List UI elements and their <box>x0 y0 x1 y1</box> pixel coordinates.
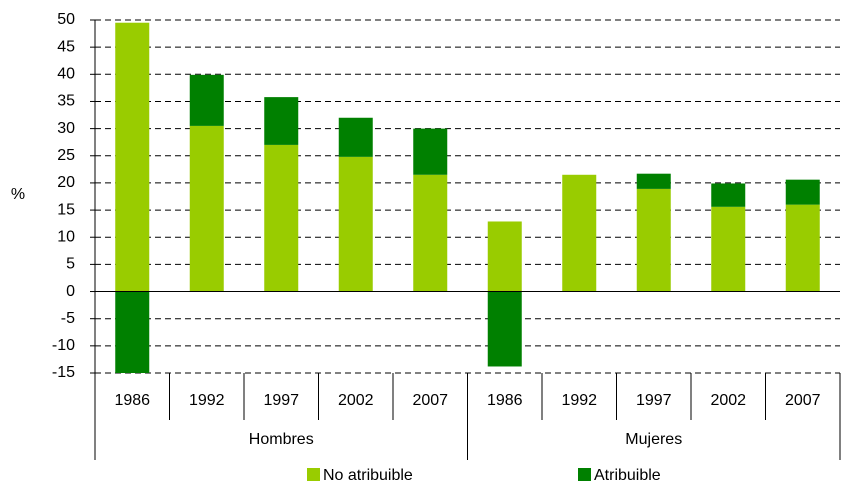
legend-swatch <box>578 468 591 481</box>
bar <box>413 128 448 175</box>
bar <box>785 204 820 292</box>
bar <box>264 144 299 292</box>
x-tick-label: 2002 <box>338 392 374 409</box>
bar <box>636 173 671 189</box>
y-tick-label: 30 <box>57 120 75 137</box>
bar <box>711 206 746 292</box>
bar <box>115 291 150 373</box>
x-tick-label: 1992 <box>189 392 225 409</box>
group-label: Hombres <box>249 431 314 448</box>
legend-label: No atribuible <box>323 467 413 484</box>
y-tick-label: -5 <box>61 310 75 327</box>
bar <box>711 183 746 207</box>
x-tick-label: 1997 <box>263 392 299 409</box>
legend-label: Atribuible <box>594 467 661 484</box>
x-tick-label: 1997 <box>636 392 672 409</box>
legend-swatch <box>307 468 320 481</box>
group-label: Mujeres <box>625 431 682 448</box>
y-tick-label: 5 <box>66 256 75 273</box>
y-tick-label: -10 <box>52 337 75 354</box>
y-tick-label: 10 <box>57 228 75 245</box>
y-tick-label: 0 <box>66 283 75 300</box>
bar <box>487 291 522 367</box>
y-tick-label: 45 <box>57 38 75 55</box>
x-tick-label: 2002 <box>710 392 746 409</box>
bar <box>562 174 597 292</box>
bar <box>636 188 671 292</box>
bar <box>338 156 373 292</box>
x-tick-label: 1986 <box>114 392 150 409</box>
x-tick-label: 1986 <box>487 392 523 409</box>
bar <box>264 97 299 145</box>
y-tick-label: -15 <box>52 364 75 381</box>
y-tick-label: 40 <box>57 66 75 83</box>
bar <box>338 117 373 157</box>
y-tick-label: 35 <box>57 93 75 110</box>
bar <box>785 179 820 205</box>
y-axis-label: % <box>11 186 25 203</box>
bar <box>189 74 224 126</box>
x-tick-label: 2007 <box>412 392 448 409</box>
y-tick-label: 20 <box>57 174 75 191</box>
x-tick-label: 2007 <box>785 392 821 409</box>
y-tick-label: 15 <box>57 201 75 218</box>
bar <box>487 221 522 292</box>
x-tick-label: 1992 <box>561 392 597 409</box>
bar <box>413 174 448 292</box>
y-tick-label: 25 <box>57 147 75 164</box>
y-tick-label: 50 <box>57 11 75 28</box>
bar <box>115 22 150 292</box>
bar <box>189 125 224 292</box>
